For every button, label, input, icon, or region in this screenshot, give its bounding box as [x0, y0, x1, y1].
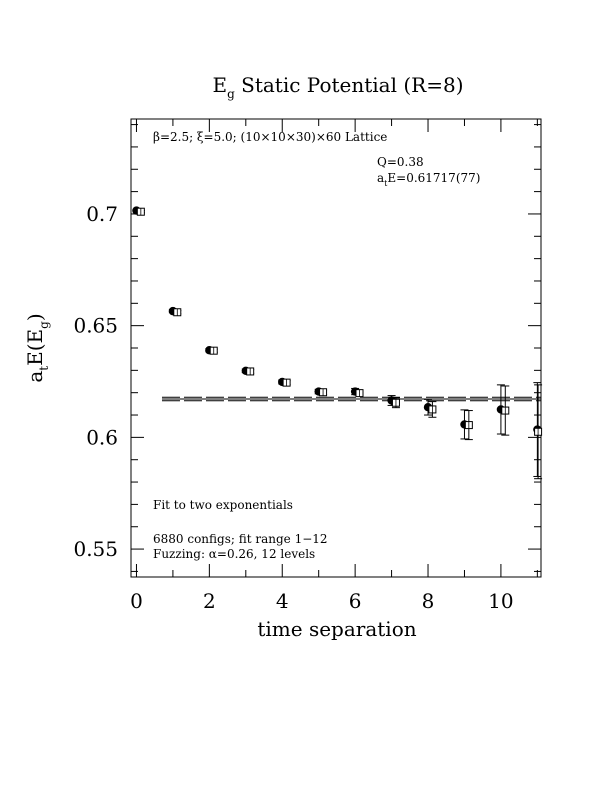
data-points [132, 206, 543, 480]
fit-t: t [384, 179, 388, 188]
fit-a: a [377, 171, 384, 185]
annotation-fit-energy: atE=0.61717(77) [377, 171, 480, 188]
ylabel-a: a [23, 371, 47, 383]
axis-tick-labels: 0 2 4 6 8 10 0.55 0.6 0.65 0.7 [73, 202, 513, 613]
ylabel-g: g [37, 321, 51, 329]
x-tick-label: 4 [276, 589, 289, 613]
x-tick-label: 6 [349, 589, 362, 613]
x-tick-label: 8 [422, 589, 435, 613]
annotation-lattice: β=2.5; ξ=5.0; (10×10×30)×60 Lattice [153, 130, 387, 144]
title-sub: g [227, 87, 235, 101]
y-tick-label: 0.7 [86, 202, 118, 226]
ylabel-t: t [37, 366, 51, 371]
annotation-configs: 6880 configs; fit range 1−12 [153, 532, 328, 546]
chart-title: Eg Static Potential (R=8) [212, 73, 463, 101]
title-main: E [212, 73, 227, 97]
x-tick-label: 0 [130, 589, 143, 613]
fit-band [161, 396, 541, 402]
ylabel-mid: E(E [23, 329, 47, 366]
x-axis-label: time separation [257, 617, 416, 641]
x-tick-label: 2 [203, 589, 216, 613]
title-rest: Static Potential (R=8) [235, 73, 464, 97]
ylabel-close: ) [23, 313, 47, 321]
y-axis-label: atE(Eg) [23, 313, 51, 382]
fit-rest: E=0.61717(77) [387, 171, 480, 185]
annotation-q: Q=0.38 [377, 155, 424, 169]
annotation-fit-type: Fit to two exponentials [153, 498, 293, 512]
y-tick-label: 0.65 [73, 314, 118, 338]
y-tick-label: 0.55 [73, 537, 118, 561]
y-tick-label: 0.6 [86, 425, 118, 449]
annotation-fuzzing: Fuzzing: α=0.26, 12 levels [153, 547, 315, 561]
x-tick-label: 10 [488, 589, 513, 613]
